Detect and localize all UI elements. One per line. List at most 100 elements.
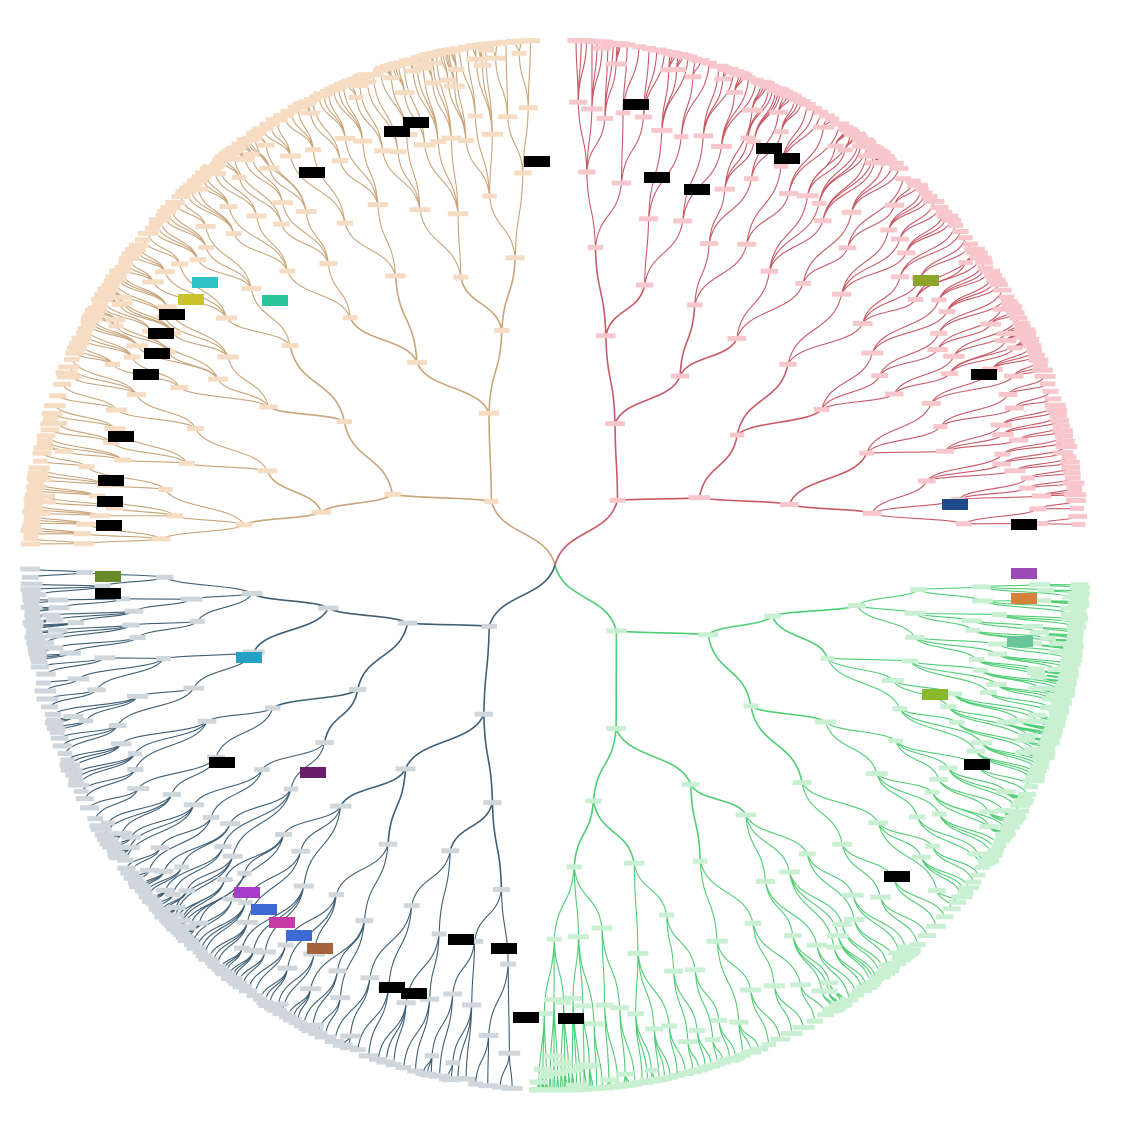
tan-branch-node — [56, 374, 74, 380]
red-branch-edge — [899, 225, 956, 277]
green-branch-node — [1069, 605, 1087, 611]
slate-branch-edge — [199, 902, 246, 953]
green-branch-edge — [915, 612, 1000, 616]
slate-branch-node — [87, 816, 104, 822]
red-branch-node — [605, 61, 627, 67]
green-branch-node — [1040, 635, 1056, 641]
red-branch-edge — [720, 77, 750, 147]
slate-branch-node — [360, 975, 380, 981]
green-branch-node — [991, 612, 1008, 618]
green-branch-edge — [635, 1013, 643, 1083]
tan-branch-node — [439, 77, 457, 83]
redaction-block — [148, 328, 174, 339]
green-branch-node — [740, 1049, 762, 1055]
red-branch-edge — [577, 102, 588, 173]
tan-branch-node — [187, 177, 209, 183]
redaction-block — [644, 172, 670, 183]
slate-branch-node — [293, 1023, 314, 1029]
slate-branch-edge — [499, 1053, 510, 1088]
green-branch-node — [792, 1025, 815, 1031]
color-marker-block — [300, 767, 326, 778]
slate-branch-node — [50, 729, 65, 735]
redaction-block — [448, 934, 474, 945]
slate-branch-node — [156, 655, 172, 661]
green-branch-edge — [892, 680, 949, 708]
red-branch-node — [994, 338, 1017, 344]
tan-branch-node — [105, 317, 126, 323]
green-branch-node — [840, 997, 859, 1003]
tan-branch-node — [482, 193, 497, 199]
slate-branch-node — [27, 648, 47, 654]
tan-branch-edge — [205, 247, 252, 289]
slate-branch-node — [293, 883, 314, 889]
tan-branch-edge — [490, 501, 556, 566]
slate-branch-edge — [64, 725, 119, 754]
slate-branch-node — [178, 888, 195, 894]
green-branch-node — [770, 1036, 791, 1042]
green-branch-node — [1015, 749, 1037, 755]
green-branch-node — [1047, 667, 1065, 673]
slate-branch-edge — [368, 988, 389, 1056]
red-branch-node — [1046, 407, 1068, 413]
tan-branch-node — [23, 531, 39, 537]
red-branch-node — [711, 143, 732, 149]
slate-branch-edge — [159, 817, 212, 849]
tan-branch-node — [295, 209, 317, 215]
slate-branch-edge — [197, 593, 253, 622]
red-branch-node — [596, 333, 616, 339]
green-branch-edge — [899, 708, 983, 744]
green-branch-node — [1066, 624, 1087, 630]
tan-branch-node — [481, 131, 504, 137]
green-branch-edge — [806, 853, 855, 920]
color-marker-block — [234, 887, 260, 898]
green-branch-edge — [909, 660, 989, 693]
green-branch-node — [909, 942, 926, 948]
green-branch-node — [993, 838, 1011, 844]
red-branch-node — [931, 297, 947, 303]
red-branch-edge — [644, 220, 684, 286]
green-branch-node — [552, 1061, 571, 1067]
slate-branch-node — [180, 596, 203, 602]
tan-branch-edge — [488, 413, 493, 502]
slate-branch-node — [202, 814, 220, 820]
tan-branch-node — [33, 458, 48, 464]
tan-branch-edge — [522, 107, 529, 173]
slate-branch-node — [330, 803, 352, 809]
tan-branch-node — [298, 99, 317, 105]
slate-branch-edge — [336, 920, 365, 971]
red-branch-node — [635, 282, 654, 288]
green-branch-node — [1008, 812, 1026, 818]
slate-branch-node — [78, 718, 94, 724]
color-marker-block — [307, 943, 333, 954]
green-branch-node — [1030, 674, 1047, 680]
green-branch-edge — [909, 660, 997, 685]
tan-branch-node — [383, 75, 400, 81]
green-branch-node — [968, 656, 985, 662]
green-branch-node — [978, 861, 996, 867]
slate-branch-node — [376, 1059, 396, 1065]
slate-branch-node — [498, 1050, 521, 1056]
tan-branch-edge — [437, 141, 459, 214]
green-branch-node — [877, 968, 899, 974]
green-branch-node — [826, 944, 842, 950]
tan-branch-edge — [501, 257, 517, 331]
slate-branch-node — [155, 574, 174, 580]
color-marker-block — [942, 499, 968, 510]
tan-branch-edge — [366, 81, 399, 152]
slate-branch-node — [462, 1002, 482, 1008]
tan-branch-edge — [362, 141, 379, 205]
tan-branch-edge — [110, 441, 188, 464]
slate-branch-node — [264, 705, 281, 711]
slate-branch-node — [127, 751, 142, 757]
slate-branch-node — [36, 671, 56, 677]
tan-branch-node — [404, 68, 422, 74]
tan-branch-node — [137, 230, 159, 236]
slate-branch-node — [40, 704, 59, 710]
red-branch-node — [986, 277, 1006, 283]
green-branch-node — [1048, 709, 1070, 715]
green-branch-edge — [931, 846, 974, 883]
red-branch-node — [1015, 324, 1031, 330]
slate-branch-node — [438, 1076, 456, 1082]
red-branch-node — [880, 157, 897, 163]
green-branch-node — [1018, 791, 1037, 797]
